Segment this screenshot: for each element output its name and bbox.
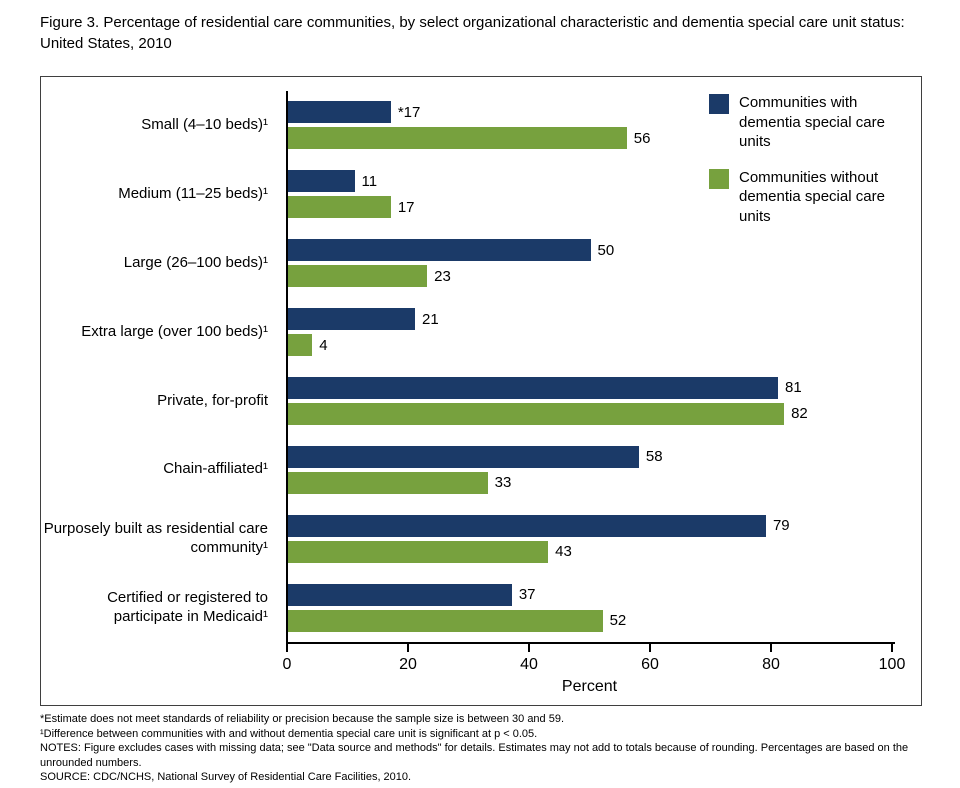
bar-line: 79: [288, 514, 893, 537]
footnote-significance: ¹Difference between communities with and…: [40, 727, 538, 740]
bar-group: 58 33: [288, 435, 893, 504]
bar-group: 37 52: [288, 573, 893, 642]
value-label: 50: [597, 241, 615, 259]
value-label: 58: [645, 448, 663, 466]
footnote-source: SOURCE: CDC/NCHS, National Survey of Res…: [40, 771, 412, 784]
category-label: Certified or registered to participate i…: [107, 588, 268, 625]
chart-area: Small (4–10 beds)¹ Medium (11–25 beds)¹ La…: [40, 76, 922, 706]
bar-line: 17: [288, 196, 893, 219]
x-tick-label: 60: [641, 656, 659, 673]
category-label: Medium (11–25 beds)¹: [118, 184, 268, 202]
bar-groups: *17 56 11 17 50 23 21 4 81 82 58 33 79 43 37 52: [288, 91, 893, 642]
category-label: Purposely built as residential care comm…: [43, 519, 268, 556]
bar-line: 23: [288, 265, 893, 288]
bar-line: 56: [288, 127, 893, 150]
x-tick-mark: [770, 644, 772, 652]
bar-line: 33: [288, 471, 893, 494]
bar-line: 82: [288, 402, 893, 425]
footnote-notes: NOTES: Figure excludes cases with missin…: [40, 742, 909, 769]
bar-without-dementia-unit: [288, 471, 488, 494]
x-tick-mark: [891, 644, 893, 652]
legend: Communities with dementia special care u…: [709, 93, 905, 242]
x-tick-label: 80: [762, 656, 780, 673]
value-label: 79: [772, 517, 790, 535]
category-label: Chain-affiliated¹: [163, 460, 268, 478]
value-label: 82: [791, 405, 808, 423]
bar-line: 37: [288, 583, 893, 606]
bar-with-dementia-unit: [288, 445, 639, 468]
bar-group: 79 43: [288, 504, 893, 573]
bar-line: 81: [288, 376, 893, 399]
legend-item-without: Communities without dementia special car…: [709, 168, 905, 227]
x-tick-label: 100: [878, 656, 906, 673]
value-label: 21: [422, 310, 439, 328]
value-label: 4: [319, 336, 328, 354]
legend-swatch-with: [709, 94, 729, 114]
bar-group: 50 23: [288, 229, 893, 298]
bar-line: 50: [288, 239, 893, 262]
x-axis-title: Percent: [561, 678, 618, 695]
bar-group: 11 17: [288, 160, 893, 229]
bar-without-dementia-unit: [288, 265, 428, 288]
bar-without-dementia-unit: [288, 127, 627, 150]
x-tick-label: 20: [399, 656, 417, 673]
value-label: *17: [397, 103, 421, 121]
bar-line: 43: [288, 540, 893, 563]
bar-with-dementia-unit: [288, 101, 391, 124]
bar-with-dementia-unit: [288, 514, 766, 537]
bar-group: *17 56: [288, 91, 893, 160]
legend-item-with: Communities with dementia special care u…: [709, 93, 905, 152]
bar-with-dementia-unit: [288, 583, 512, 606]
value-label: 52: [609, 612, 627, 630]
bar-with-dementia-unit: [288, 308, 416, 331]
bar-without-dementia-unit: [288, 540, 549, 563]
x-axis: 0 20 40 60 80 100: [283, 644, 905, 686]
category-labels: Small (4–10 beds)¹ Medium (11–25 beds)¹ La…: [41, 91, 277, 642]
value-label: 43: [555, 543, 572, 561]
x-tick-label: 40: [520, 656, 538, 673]
bar-group: 81 82: [288, 367, 893, 436]
category-label: Large (26–100 beds)¹: [123, 253, 268, 271]
bar-with-dementia-unit: [288, 239, 591, 262]
bar-without-dementia-unit: [288, 609, 603, 632]
category-label: Small (4–10 beds)¹: [141, 116, 268, 134]
bar-without-dementia-unit: [288, 196, 391, 219]
x-tick-mark: [649, 644, 651, 652]
value-label: 23: [434, 267, 451, 285]
footnote-reliability: *Estimate does not meet standards of rel…: [40, 713, 565, 725]
footnotes: *Estimate does not meet standards of rel…: [40, 712, 938, 785]
value-label: 17: [397, 198, 415, 216]
bar-without-dementia-unit: [288, 334, 313, 357]
x-tick-label: 0: [282, 656, 292, 673]
y-axis-line: [286, 91, 288, 644]
category-label: Private, for-profit: [157, 391, 268, 409]
bar-line: *17: [288, 101, 893, 124]
bar-line: 21: [288, 308, 893, 331]
bar-line: 58: [288, 445, 893, 468]
x-tick-mark: [286, 644, 288, 652]
value-label: 33: [494, 474, 512, 492]
bar-line: 11: [288, 170, 893, 193]
category-label: Extra large (over 100 beds)¹: [81, 322, 268, 340]
legend-swatch-without: [709, 168, 729, 189]
bar-with-dementia-unit: [288, 376, 779, 399]
x-axis-line: [286, 642, 895, 644]
bar-line: 4: [288, 334, 893, 357]
figure-title: Figure 3. Percentage of residential care…: [40, 14, 905, 52]
bar-without-dementia-unit: [288, 402, 785, 425]
legend-label-without: Communities without dementia special car…: [739, 168, 885, 225]
legend-label-with: Communities with dementia special care u…: [739, 94, 885, 150]
bar-with-dementia-unit: [288, 170, 355, 193]
x-tick-mark: [528, 644, 530, 652]
value-label: 11: [361, 172, 378, 190]
value-label: 56: [633, 129, 651, 147]
value-label: 81: [785, 379, 802, 397]
bar-group: 21 4: [288, 298, 893, 367]
bar-line: 52: [288, 609, 893, 632]
x-tick-mark: [407, 644, 409, 652]
value-label: 37: [518, 586, 536, 604]
